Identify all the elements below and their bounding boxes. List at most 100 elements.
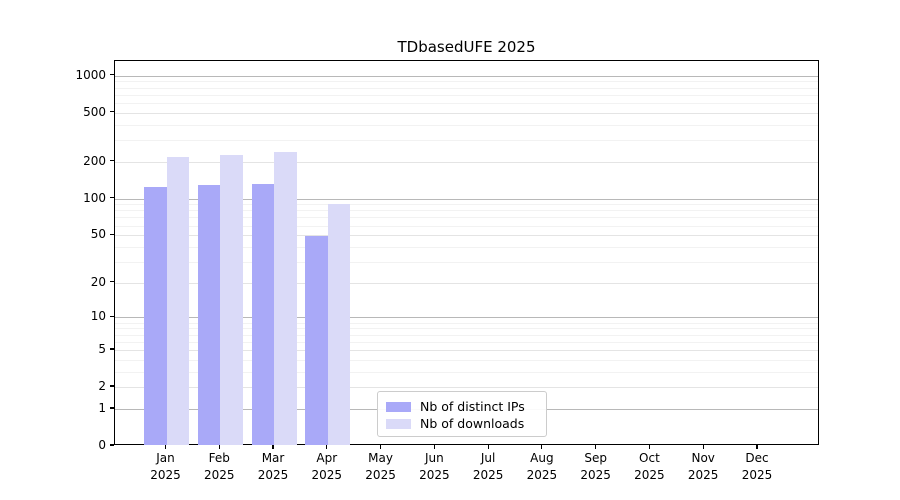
y-tick-label: 0 <box>98 438 106 452</box>
x-tick-month: Nov <box>691 451 715 465</box>
x-tick-year: 2025 <box>419 467 450 482</box>
gridline-minor <box>115 94 818 96</box>
gridline-major <box>115 235 818 237</box>
x-tick-label: Nov 2025 <box>671 450 735 483</box>
x-tick-mark <box>595 445 597 449</box>
x-tick-month: Oct <box>639 451 660 465</box>
legend: Nb of distinct IPs Nb of downloads <box>377 391 547 437</box>
x-tick-year: 2025 <box>741 467 773 482</box>
y-tick-label: 20 <box>90 274 106 289</box>
gridline-minor <box>115 322 818 324</box>
bar-distinct-ips <box>251 184 275 445</box>
gridline-major <box>115 282 818 284</box>
x-tick-label: Sep 2025 <box>564 450 628 483</box>
x-tick-mark <box>487 445 489 449</box>
x-tick-mark <box>164 445 167 449</box>
x-tick-month: Mar <box>261 451 285 465</box>
plot-area <box>114 60 819 445</box>
x-tick-mark <box>379 445 382 449</box>
x-tick-month: Jul <box>480 451 496 465</box>
y-tick-label: 200 <box>83 153 106 168</box>
x-tick-month: Feb <box>208 451 230 465</box>
x-tick-year: 2025 <box>311 467 343 482</box>
y-tick-label: 10 <box>90 309 106 324</box>
y-tick-mark <box>110 444 114 446</box>
x-tick-label: Jul 2025 <box>456 450 520 483</box>
x-tick-mark <box>702 445 704 449</box>
y-tick-mark <box>110 159 114 162</box>
y-tick-label: 50 <box>90 227 106 242</box>
x-tick-mark <box>272 445 274 449</box>
legend-item-distinct-ips: Nb of distinct IPs <box>386 398 538 415</box>
bar-distinct-ips <box>197 185 221 445</box>
gridline-minor <box>115 217 818 219</box>
x-tick-label: May 2025 <box>349 450 413 483</box>
gridline-minor <box>115 210 818 212</box>
legend-swatch-downloads-icon <box>386 418 411 429</box>
gridline-minor <box>115 359 818 361</box>
y-tick-label: 1000 <box>75 67 106 82</box>
x-tick-month: Jun <box>424 451 444 465</box>
x-tick-mark <box>218 445 220 449</box>
x-tick-year: 2025 <box>150 467 181 482</box>
x-tick-label: Aug 2025 <box>510 450 574 483</box>
gridline-minor <box>115 261 818 263</box>
x-tick-mark <box>756 445 758 449</box>
gridline-major <box>115 161 818 163</box>
x-tick-month: Apr <box>316 451 338 465</box>
gridline-minor <box>115 225 818 227</box>
y-tick-label: 500 <box>83 104 106 119</box>
legend-swatch-distinct-ips-icon <box>386 401 411 412</box>
x-tick-year: 2025 <box>634 467 665 482</box>
legend-item-downloads: Nb of downloads <box>386 415 538 432</box>
gridline-decade <box>115 198 818 200</box>
x-tick-year: 2025 <box>526 467 558 482</box>
x-tick-month: Dec <box>745 451 769 465</box>
gridline-major <box>115 349 818 351</box>
x-tick-label: Jun 2025 <box>402 450 466 483</box>
bar-distinct-ips <box>144 186 167 445</box>
y-tick-mark <box>110 385 114 387</box>
gridline-minor <box>115 140 818 142</box>
x-tick-year: 2025 <box>580 467 611 482</box>
x-tick-year: 2025 <box>472 467 504 482</box>
gridline-minor <box>115 87 818 89</box>
x-tick-label: Apr 2025 <box>295 450 359 483</box>
x-tick-year: 2025 <box>257 467 289 482</box>
gridline-minor <box>115 371 818 373</box>
x-tick-label: Jan 2025 <box>134 450 198 483</box>
x-tick-mark <box>648 445 651 449</box>
y-tick-mark <box>110 407 114 409</box>
x-tick-month: May <box>368 451 393 465</box>
gridline-major <box>115 387 818 389</box>
bar-downloads <box>274 152 297 445</box>
y-tick-label: 5 <box>98 341 106 356</box>
x-tick-label: Oct 2025 <box>617 450 681 483</box>
x-tick-month: Jan <box>156 451 175 465</box>
gridline-minor <box>115 102 818 104</box>
y-tick-mark <box>110 348 114 350</box>
bar-downloads <box>220 154 243 445</box>
legend-label-distinct-ips: Nb of distinct IPs <box>420 399 525 414</box>
x-tick-mark <box>433 445 435 449</box>
x-tick-label: Feb 2025 <box>187 450 251 483</box>
y-tick-label: 1 <box>98 400 106 415</box>
y-tick-mark <box>110 315 114 318</box>
legend-label-downloads: Nb of downloads <box>420 416 525 431</box>
x-tick-month: Sep <box>584 451 607 465</box>
bar-downloads <box>327 204 351 445</box>
gridline-minor <box>115 334 818 336</box>
x-tick-month: Aug <box>530 451 554 465</box>
x-tick-year: 2025 <box>365 467 396 482</box>
x-tick-label: Mar 2025 <box>241 450 305 483</box>
x-tick-year: 2025 <box>687 467 719 482</box>
x-tick-year: 2025 <box>203 467 235 482</box>
x-tick-label: Dec 2025 <box>725 450 789 483</box>
y-tick-mark <box>110 233 114 235</box>
bar-downloads <box>166 156 189 445</box>
x-tick-mark <box>541 445 543 449</box>
x-tick-mark <box>326 445 328 449</box>
gridline-minor <box>115 328 818 330</box>
y-tick-mark <box>110 73 114 76</box>
